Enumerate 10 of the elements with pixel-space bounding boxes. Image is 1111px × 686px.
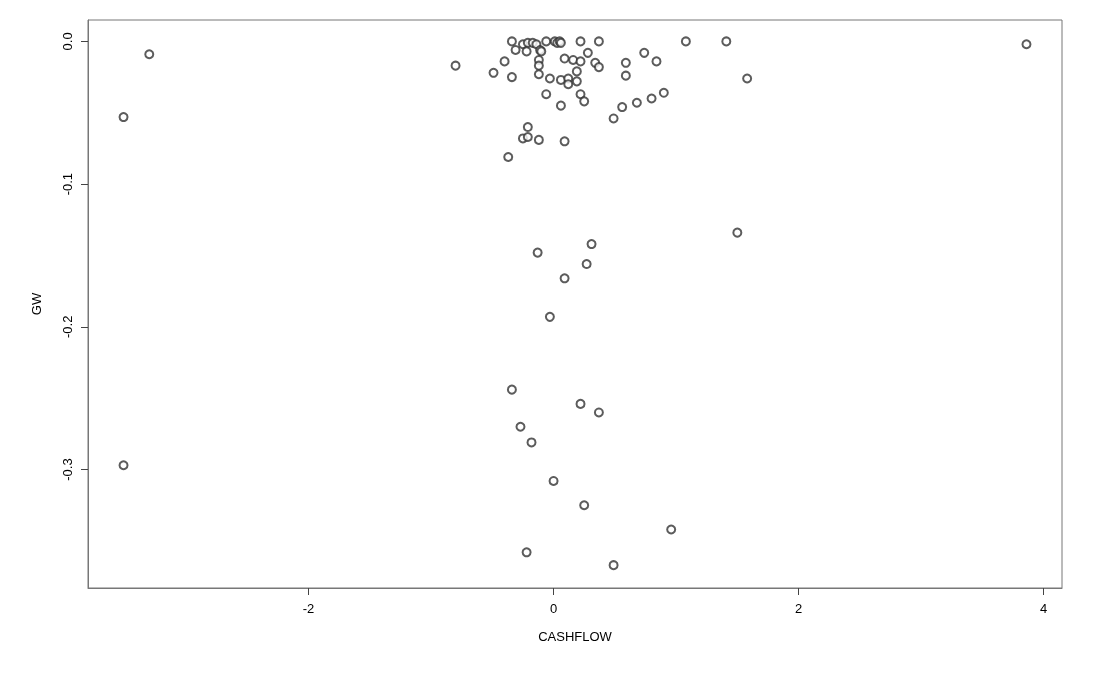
y-tick-label: -0.3 [60, 458, 75, 481]
x-tick-label: 4 [1040, 601, 1048, 616]
x-tick-label: 0 [549, 601, 558, 616]
x-tick-label: -2 [302, 601, 315, 616]
y-axis-title: GW [29, 292, 44, 316]
x-axis-title: CASHFLOW [538, 629, 613, 644]
x-tick-label: 2 [794, 601, 803, 616]
y-tick-label: -0.2 [60, 315, 75, 339]
y-tick-label: 0.0 [60, 32, 75, 51]
y-tick-label: -0.1 [60, 172, 75, 196]
